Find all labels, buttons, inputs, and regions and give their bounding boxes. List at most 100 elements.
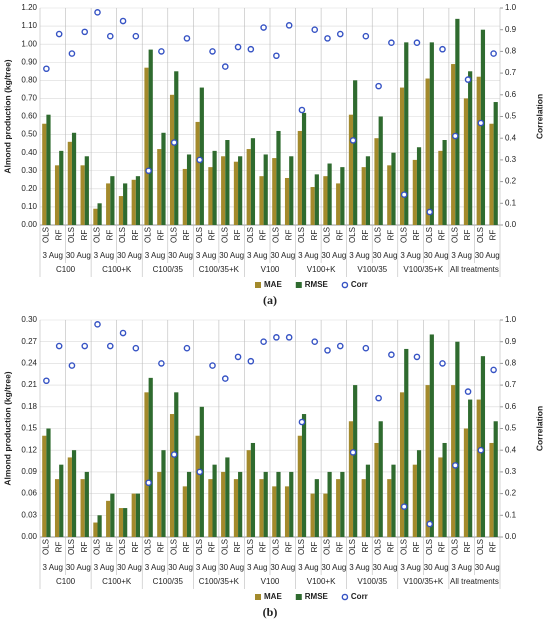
x-tick-label: RF <box>412 542 421 553</box>
treatment-label: V100 <box>261 577 280 586</box>
y2-tick-label: 0.7 <box>505 380 517 389</box>
x-tick-label: OLS <box>169 227 178 243</box>
corr-point <box>298 418 306 426</box>
x-tick-label: OLS <box>399 227 408 243</box>
bar <box>182 486 187 537</box>
bar <box>378 421 383 537</box>
x-tick-label: OLS <box>450 227 459 243</box>
bar <box>46 114 51 225</box>
x-tick-label: OLS <box>93 539 102 555</box>
date-label: 3 Aug <box>94 251 114 260</box>
bar <box>118 508 124 537</box>
y-axis-title: Almond production (kg/tree) <box>2 371 12 485</box>
bar <box>212 464 217 537</box>
bar <box>148 377 153 537</box>
date-label: 30 Aug <box>117 251 142 260</box>
panel-label: (b) <box>263 605 278 619</box>
corr-point <box>209 362 216 369</box>
corr-point <box>273 334 280 341</box>
corr-point <box>260 24 267 31</box>
x-tick-label: RF <box>361 542 370 553</box>
corr-point <box>336 342 344 350</box>
bar <box>195 121 200 225</box>
bar <box>493 102 498 225</box>
x-tick-label: OLS <box>195 227 204 243</box>
bar <box>276 471 281 537</box>
y-tick-label: 0.10 <box>21 202 37 211</box>
bar <box>455 18 460 225</box>
corr-point <box>234 353 242 361</box>
x-tick-label: OLS <box>348 227 357 243</box>
y2-tick-label: 0.2 <box>505 489 517 498</box>
bar <box>42 123 47 225</box>
y-tick-label: 1.10 <box>21 21 37 30</box>
x-tick-label: OLS <box>297 227 306 243</box>
date-label: 3 Aug <box>196 563 216 572</box>
y-axis-title: Almond production (kg/tree) <box>2 59 12 173</box>
date-label: 30 Aug <box>475 563 500 572</box>
bar <box>429 42 434 225</box>
date-label: 3 Aug <box>43 251 63 260</box>
corr-point <box>247 357 255 365</box>
y-tick-label: 0.18 <box>21 402 37 411</box>
bar <box>93 522 98 537</box>
bar <box>404 348 409 537</box>
bar <box>97 515 102 537</box>
bar <box>110 493 115 537</box>
y2-tick-label: 0.5 <box>505 424 517 433</box>
x-tick-label: RF <box>54 542 63 553</box>
treatment-label: C100/35 <box>153 577 184 586</box>
x-tick-label: RF <box>361 230 370 241</box>
x-tick-label: OLS <box>348 539 357 555</box>
treatment-label: C100/35 <box>153 265 184 274</box>
corr-point <box>183 344 191 352</box>
date-label: 30 Aug <box>424 563 449 572</box>
x-tick-label: OLS <box>67 227 76 243</box>
bar <box>323 493 328 537</box>
date-label: 30 Aug <box>66 251 91 260</box>
y2-tick-label: 0.9 <box>505 337 517 346</box>
corr-point <box>209 48 216 55</box>
treatment-label: All treatments <box>450 577 499 586</box>
bar <box>374 138 379 225</box>
legend-label: Corr <box>351 280 368 289</box>
bar <box>284 177 290 225</box>
corr-point <box>94 9 101 16</box>
bar <box>84 156 89 225</box>
legend-swatch <box>341 593 349 601</box>
bar <box>272 158 277 225</box>
legend-swatch <box>295 594 302 600</box>
bar <box>425 385 430 537</box>
bar <box>451 385 456 537</box>
bar <box>106 500 111 537</box>
bar <box>336 479 341 537</box>
y-tick-label: 0.40 <box>21 148 37 157</box>
y-tick-label: 0.09 <box>21 467 37 476</box>
y-tick-label: 0.27 <box>21 337 37 346</box>
bar <box>54 479 60 537</box>
x-tick-label: RF <box>438 542 447 553</box>
x-tick-label: RF <box>284 230 293 241</box>
bar <box>442 140 447 225</box>
bar <box>399 392 405 537</box>
bar <box>263 471 268 537</box>
x-tick-label: RF <box>310 542 319 553</box>
treatment-label: C100 <box>56 577 76 586</box>
y-tick-label: 0.21 <box>21 380 37 389</box>
corr-point <box>464 76 472 83</box>
bar <box>412 159 417 225</box>
date-label: 30 Aug <box>219 251 244 260</box>
y2-tick-label: 0.1 <box>505 510 517 519</box>
corr-point <box>221 375 229 382</box>
bar <box>289 471 294 537</box>
legend-label: RMSE <box>305 280 329 289</box>
y-tick-label: 1.00 <box>21 39 37 48</box>
corr-point <box>439 360 446 367</box>
x-tick-label: OLS <box>476 227 485 243</box>
y-tick-label: 0.00 <box>21 532 37 541</box>
bar <box>67 457 72 537</box>
x-tick-label: OLS <box>425 227 434 243</box>
date-label: 30 Aug <box>117 563 142 572</box>
bar <box>106 183 111 225</box>
bar <box>480 356 486 537</box>
